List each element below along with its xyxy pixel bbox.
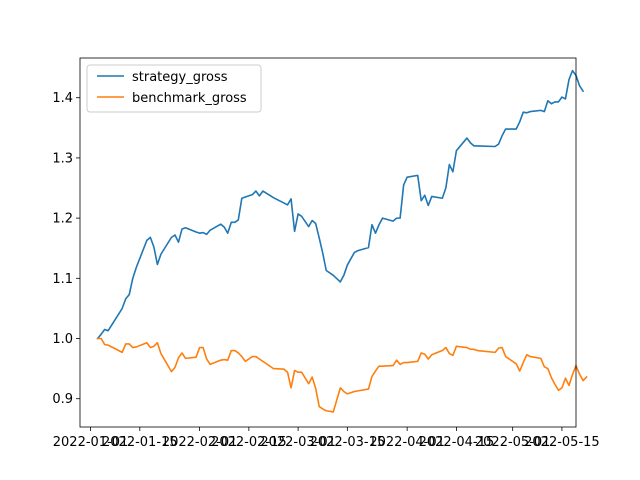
x-tick-label: 2022-05-01 bbox=[475, 435, 551, 450]
legend-label-benchmark-gross: benchmark_gross bbox=[132, 91, 247, 106]
x-tick-label: 2022-01-15 bbox=[102, 435, 178, 450]
y-tick-label: 1.3 bbox=[52, 151, 73, 166]
legend-box bbox=[86, 64, 262, 113]
x-tick-label: 2022-01-01 bbox=[53, 435, 129, 450]
plot-frame bbox=[79, 57, 577, 428]
legend-label-strategy-gross: strategy_gross bbox=[132, 70, 228, 85]
x-tick-label: 2022-04-01 bbox=[369, 435, 445, 450]
x-tick-label: 2022-05-15 bbox=[524, 435, 600, 450]
y-tick-label: 0.9 bbox=[52, 392, 73, 407]
x-axis: 2022-01-012022-01-152022-02-012022-02-15… bbox=[53, 427, 600, 450]
y-tick-label: 1.2 bbox=[52, 212, 73, 227]
y-tick-label: 1.4 bbox=[52, 91, 73, 106]
y-axis: 0.9 1.0 1.1 1.2 1.3 1.4 bbox=[52, 91, 80, 407]
legend: strategy_gross benchmark_gross bbox=[86, 64, 262, 113]
y-tick-label: 1.0 bbox=[52, 332, 73, 347]
x-tick-label: 2022-03-01 bbox=[260, 435, 336, 450]
series-line-strategy-gross bbox=[96, 69, 585, 340]
plot-area bbox=[80, 58, 576, 427]
x-tick-label: 2022-03-15 bbox=[310, 435, 386, 450]
x-tick-label: 2022-04-15 bbox=[419, 435, 495, 450]
y-tick-label: 1.1 bbox=[52, 272, 73, 287]
x-tick-label: 2022-02-01 bbox=[162, 435, 238, 450]
series-line-benchmark-gross bbox=[96, 337, 588, 413]
x-tick-label: 2022-02-15 bbox=[211, 435, 287, 450]
series-layer bbox=[96, 69, 588, 413]
